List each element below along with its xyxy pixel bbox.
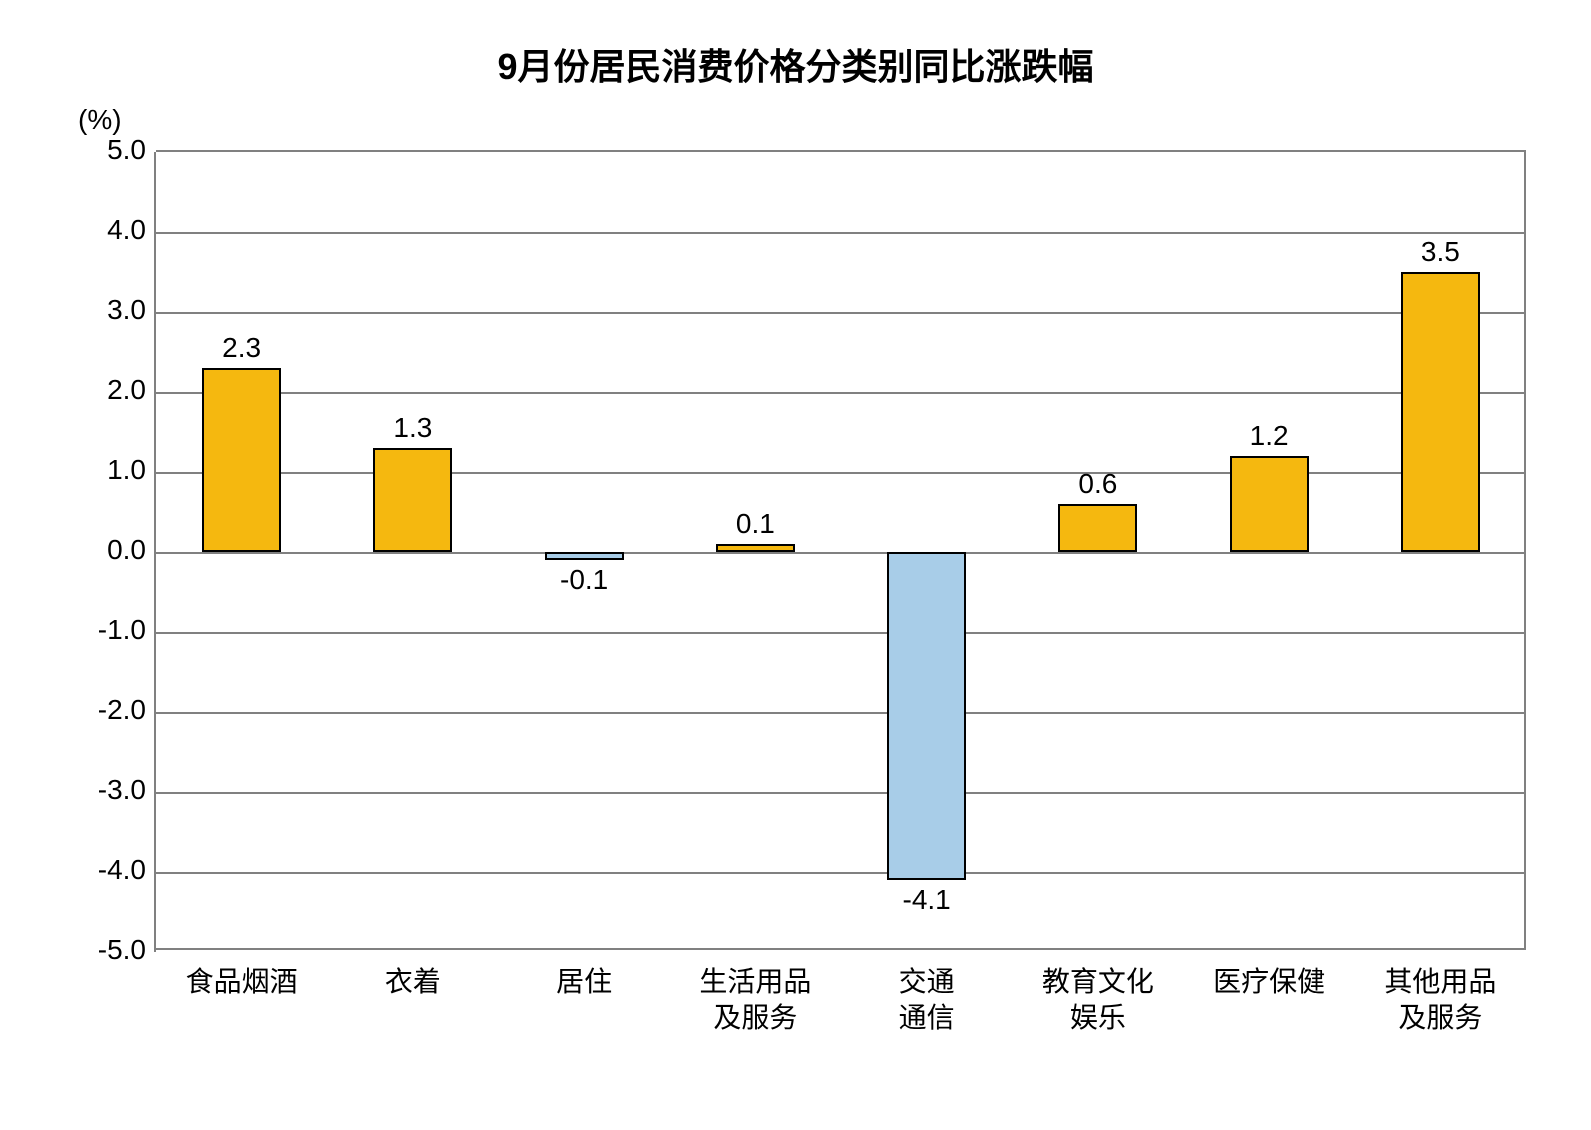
x-category-label: 居住 [556, 964, 612, 1000]
bar [1230, 456, 1309, 552]
gridline [156, 472, 1524, 474]
bar-value-label: 0.1 [736, 508, 775, 540]
y-tick-label: -2.0 [56, 694, 146, 726]
bar-value-label: 1.2 [1250, 420, 1289, 452]
x-category-label: 其他用品及服务 [1384, 964, 1496, 1037]
bar-value-label: 3.5 [1421, 236, 1460, 268]
y-tick-label: 2.0 [56, 374, 146, 406]
y-tick-label: 3.0 [56, 294, 146, 326]
y-tick-label: 5.0 [56, 134, 146, 166]
chart-container: 9月份居民消费价格分类别同比涨跌幅 (%) -5.0 -4.0 -3.0 -2.0 -1… [0, 0, 1591, 1130]
gridline [156, 312, 1524, 314]
bar-value-label: 1.3 [393, 412, 432, 444]
bar [1058, 504, 1137, 552]
y-unit-label: (%) [78, 104, 122, 136]
bar [373, 448, 452, 552]
y-tick-label: -4.0 [56, 854, 146, 886]
bar-value-label: -4.1 [903, 884, 951, 916]
y-tick-label: 0.0 [56, 534, 146, 566]
chart-title: 9月份居民消费价格分类别同比涨跌幅 [0, 38, 1591, 90]
bar [545, 552, 624, 560]
y-tick-label: -3.0 [56, 774, 146, 806]
bar-value-label: -0.1 [560, 564, 608, 596]
bar-value-label: 0.6 [1078, 468, 1117, 500]
x-category-label: 衣着 [385, 964, 441, 1000]
plot-area [156, 150, 1526, 950]
bar [716, 544, 795, 552]
gridline [156, 872, 1524, 874]
bar [887, 552, 966, 880]
bar [202, 368, 281, 552]
x-category-label: 医疗保健 [1213, 964, 1325, 1000]
gridline [156, 632, 1524, 634]
x-category-label: 生活用品及服务 [699, 964, 811, 1037]
x-category-label: 食品烟酒 [186, 964, 298, 1000]
x-category-label: 交通通信 [899, 964, 955, 1037]
bar [1401, 272, 1480, 552]
zero-line [156, 552, 1524, 554]
gridline [156, 712, 1524, 714]
gridline [156, 232, 1524, 234]
y-tick-label: 4.0 [56, 214, 146, 246]
y-tick-label: -5.0 [56, 934, 146, 966]
x-category-label: 教育文化娱乐 [1042, 964, 1154, 1037]
gridline [156, 792, 1524, 794]
y-tick-label: -1.0 [56, 614, 146, 646]
gridline [156, 392, 1524, 394]
y-tick-label: 1.0 [56, 454, 146, 486]
bar-value-label: 2.3 [222, 332, 261, 364]
